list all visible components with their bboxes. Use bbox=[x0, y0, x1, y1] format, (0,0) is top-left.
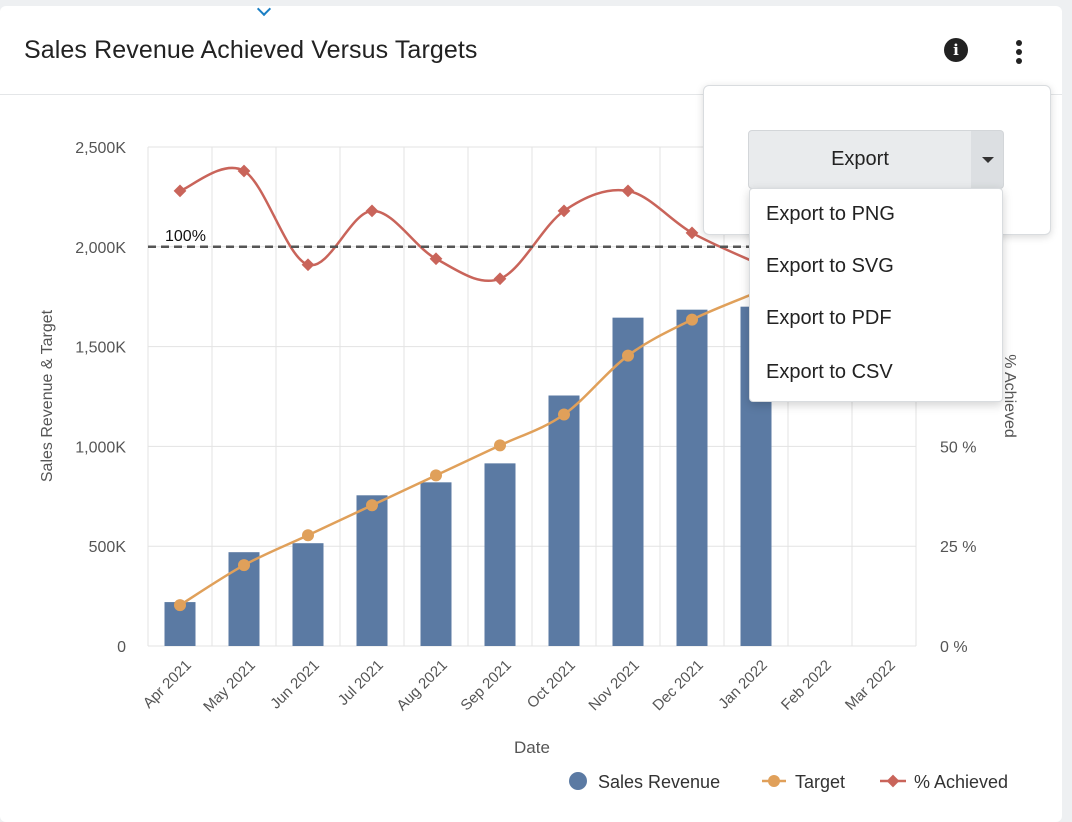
y-left-tick-label: 1,000K bbox=[75, 439, 126, 456]
legend-marker-sales-revenue bbox=[569, 772, 587, 790]
y-left-tick-label: 500K bbox=[89, 539, 127, 556]
legend-marker-target bbox=[768, 775, 780, 787]
kebab-dot bbox=[1016, 58, 1022, 64]
point-target bbox=[622, 349, 634, 362]
chevron-down-icon[interactable] bbox=[971, 130, 1004, 189]
bar-sales-revenue bbox=[548, 395, 580, 646]
page-title: Sales Revenue Achieved Versus Targets bbox=[24, 36, 478, 64]
x-tick-label: Apr 2021 bbox=[140, 657, 195, 712]
reference-line-label: 100% bbox=[165, 228, 206, 245]
x-axis-title: Date bbox=[514, 738, 550, 757]
bar-sales-revenue bbox=[420, 482, 452, 646]
point-achieved bbox=[685, 226, 699, 240]
bar-sales-revenue bbox=[676, 309, 708, 646]
info-icon[interactable]: i bbox=[944, 38, 968, 62]
x-tick-label: Jul 2021 bbox=[335, 657, 387, 709]
x-tick-label: Jan 2022 bbox=[715, 657, 771, 713]
line-achieved bbox=[179, 166, 757, 282]
point-achieved bbox=[301, 258, 315, 272]
export-svg-option[interactable]: Export to SVG bbox=[766, 255, 894, 277]
y-right-tick-label: 0 % bbox=[940, 639, 968, 656]
x-tick-label: Oct 2021 bbox=[524, 657, 579, 712]
x-tick-label: Dec 2021 bbox=[649, 657, 706, 714]
y-right-tick-label: 25 % bbox=[940, 539, 976, 556]
card-header: Sales Revenue Achieved Versus Targets i bbox=[0, 6, 1062, 95]
point-target bbox=[174, 599, 186, 612]
x-tick-label: Mar 2022 bbox=[842, 657, 899, 714]
x-tick-label: Sep 2021 bbox=[457, 657, 514, 714]
point-achieved bbox=[621, 184, 635, 198]
point-target bbox=[366, 499, 378, 512]
export-button[interactable]: Export bbox=[748, 130, 972, 189]
bar-sales-revenue bbox=[356, 495, 388, 646]
y-right-tick-label: 50 % bbox=[940, 439, 976, 456]
point-target bbox=[686, 313, 698, 326]
bar-sales-revenue bbox=[484, 463, 516, 646]
x-tick-label: Jun 2021 bbox=[267, 657, 323, 713]
y-left-tick-label: 1,500K bbox=[75, 340, 126, 357]
point-target bbox=[302, 529, 314, 542]
point-achieved bbox=[365, 204, 379, 218]
y-left-tick-label: 2,500K bbox=[75, 140, 126, 157]
kebab-dot bbox=[1016, 40, 1022, 46]
legend-label-achieved: % Achieved bbox=[914, 772, 1008, 792]
point-achieved bbox=[173, 184, 187, 198]
bar-sales-revenue bbox=[292, 543, 324, 646]
x-tick-label: Feb 2022 bbox=[778, 657, 835, 714]
legend-label-sales-revenue: Sales Revenue bbox=[598, 772, 720, 792]
point-target bbox=[558, 408, 570, 421]
export-csv-option[interactable]: Export to CSV bbox=[766, 361, 893, 383]
kebab-dot bbox=[1016, 49, 1022, 55]
legend-marker-achieved bbox=[886, 774, 900, 788]
export-png-option[interactable]: Export to PNG bbox=[766, 203, 895, 225]
y-right-axis-title: % Achieved bbox=[1001, 354, 1018, 438]
export-dropdown: Export to PNG Export to SVG Export to PD… bbox=[749, 188, 1003, 402]
more-vertical-icon[interactable] bbox=[1008, 40, 1030, 66]
bar-sales-revenue bbox=[612, 317, 644, 646]
point-target bbox=[494, 439, 506, 452]
legend-label-target: Target bbox=[795, 772, 845, 792]
export-pdf-option[interactable]: Export to PDF bbox=[766, 307, 892, 329]
line-target bbox=[179, 291, 757, 607]
point-achieved bbox=[429, 252, 443, 266]
x-tick-label: May 2021 bbox=[200, 657, 259, 716]
point-target bbox=[430, 469, 442, 482]
y-left-tick-label: 2,000K bbox=[75, 240, 126, 257]
y-left-tick-label: 0 bbox=[117, 639, 126, 656]
x-tick-label: Aug 2021 bbox=[393, 657, 450, 714]
point-achieved bbox=[237, 164, 251, 178]
point-target bbox=[238, 559, 250, 572]
y-left-axis-title: Sales Revenue & Target bbox=[39, 309, 56, 482]
point-achieved bbox=[493, 272, 507, 286]
x-tick-label: Nov 2021 bbox=[585, 657, 642, 714]
